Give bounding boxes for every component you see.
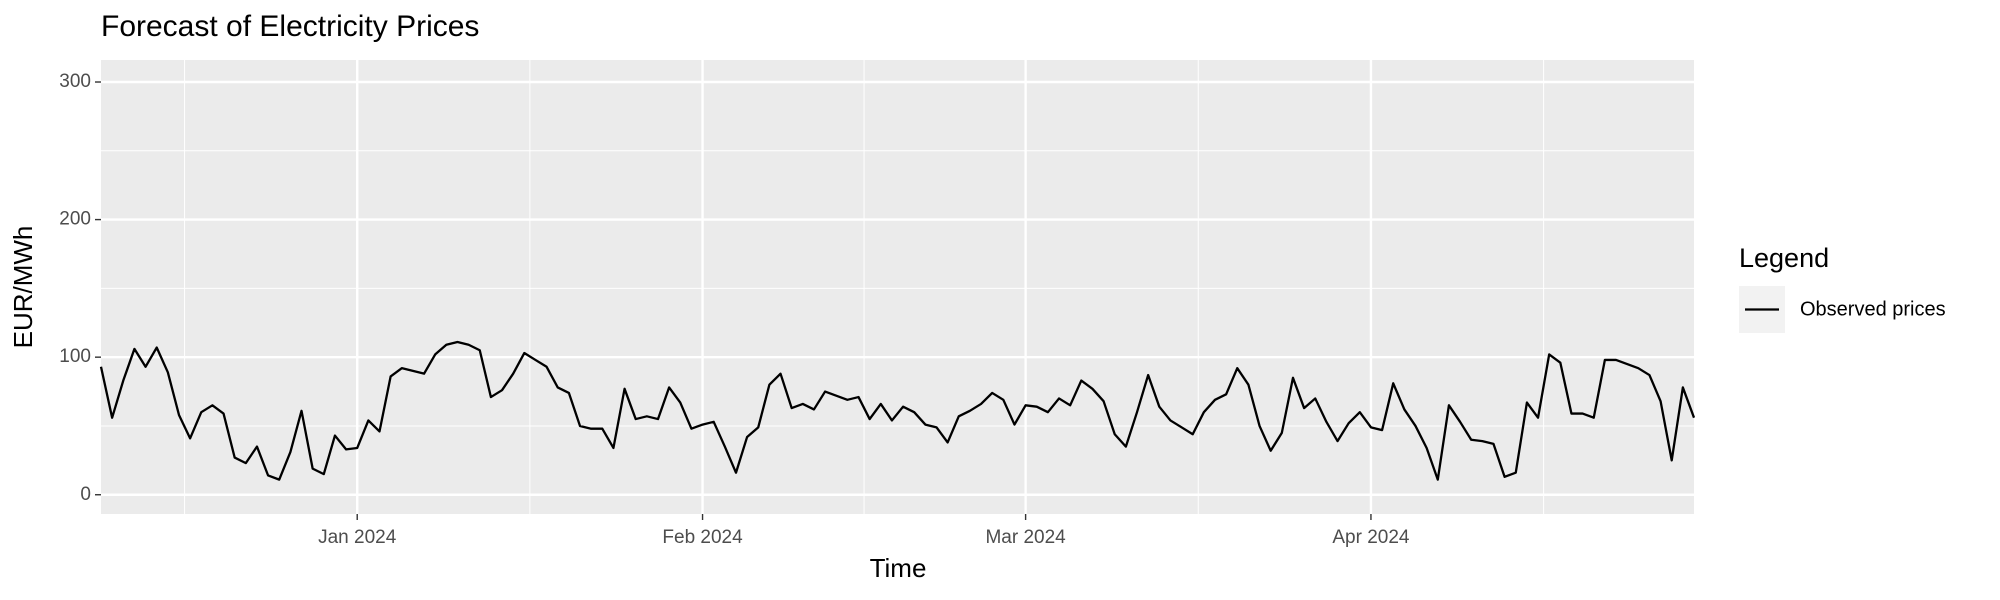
legend-title: Legend bbox=[1739, 243, 1829, 273]
plot-panel bbox=[101, 60, 1694, 514]
x-tick-label: Jan 2024 bbox=[318, 527, 397, 548]
x-tick-label: Mar 2024 bbox=[985, 527, 1066, 548]
x-tick-label: Apr 2024 bbox=[1332, 527, 1410, 548]
y-tick-label: 100 bbox=[59, 346, 91, 367]
y-tick-label: 300 bbox=[59, 71, 91, 92]
x-tick-label: Feb 2024 bbox=[662, 527, 743, 548]
y-tick-label: 0 bbox=[80, 484, 91, 505]
price-line bbox=[99, 340, 1696, 481]
legend-label: Observed prices bbox=[1800, 298, 1946, 320]
y-tick-label: 200 bbox=[59, 209, 91, 230]
chart-title: Forecast of Electricity Prices bbox=[101, 10, 479, 43]
y-axis-title: EUR/MWh bbox=[8, 226, 38, 349]
x-axis-title: Time bbox=[870, 553, 927, 583]
